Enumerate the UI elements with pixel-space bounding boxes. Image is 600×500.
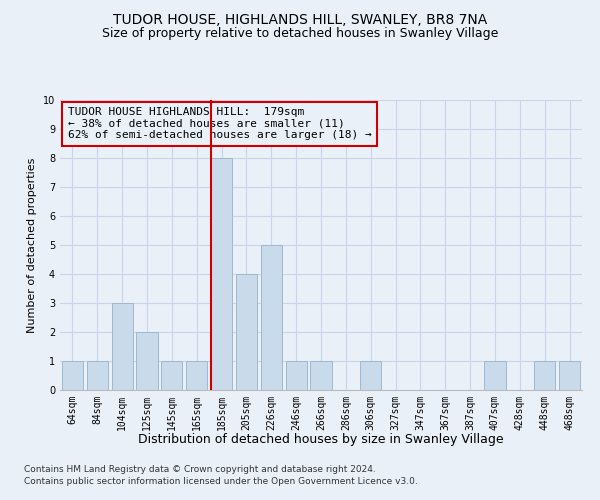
Text: Contains public sector information licensed under the Open Government Licence v3: Contains public sector information licen…: [24, 476, 418, 486]
Bar: [186, 361, 207, 390]
Bar: [87, 361, 108, 390]
Bar: [360, 361, 381, 390]
Bar: [236, 274, 257, 390]
Bar: [211, 158, 232, 390]
Bar: [136, 332, 158, 390]
Bar: [112, 303, 133, 390]
Text: TUDOR HOUSE HIGHLANDS HILL:  179sqm
← 38% of detached houses are smaller (11)
62: TUDOR HOUSE HIGHLANDS HILL: 179sqm ← 38%…: [68, 108, 371, 140]
Text: Distribution of detached houses by size in Swanley Village: Distribution of detached houses by size …: [138, 432, 504, 446]
Y-axis label: Number of detached properties: Number of detached properties: [28, 158, 37, 332]
Bar: [534, 361, 555, 390]
Text: Contains HM Land Registry data © Crown copyright and database right 2024.: Contains HM Land Registry data © Crown c…: [24, 466, 376, 474]
Bar: [261, 245, 282, 390]
Bar: [484, 361, 506, 390]
Text: TUDOR HOUSE, HIGHLANDS HILL, SWANLEY, BR8 7NA: TUDOR HOUSE, HIGHLANDS HILL, SWANLEY, BR…: [113, 12, 487, 26]
Text: Size of property relative to detached houses in Swanley Village: Size of property relative to detached ho…: [102, 28, 498, 40]
Bar: [62, 361, 83, 390]
Bar: [310, 361, 332, 390]
Bar: [286, 361, 307, 390]
Bar: [559, 361, 580, 390]
Bar: [161, 361, 182, 390]
